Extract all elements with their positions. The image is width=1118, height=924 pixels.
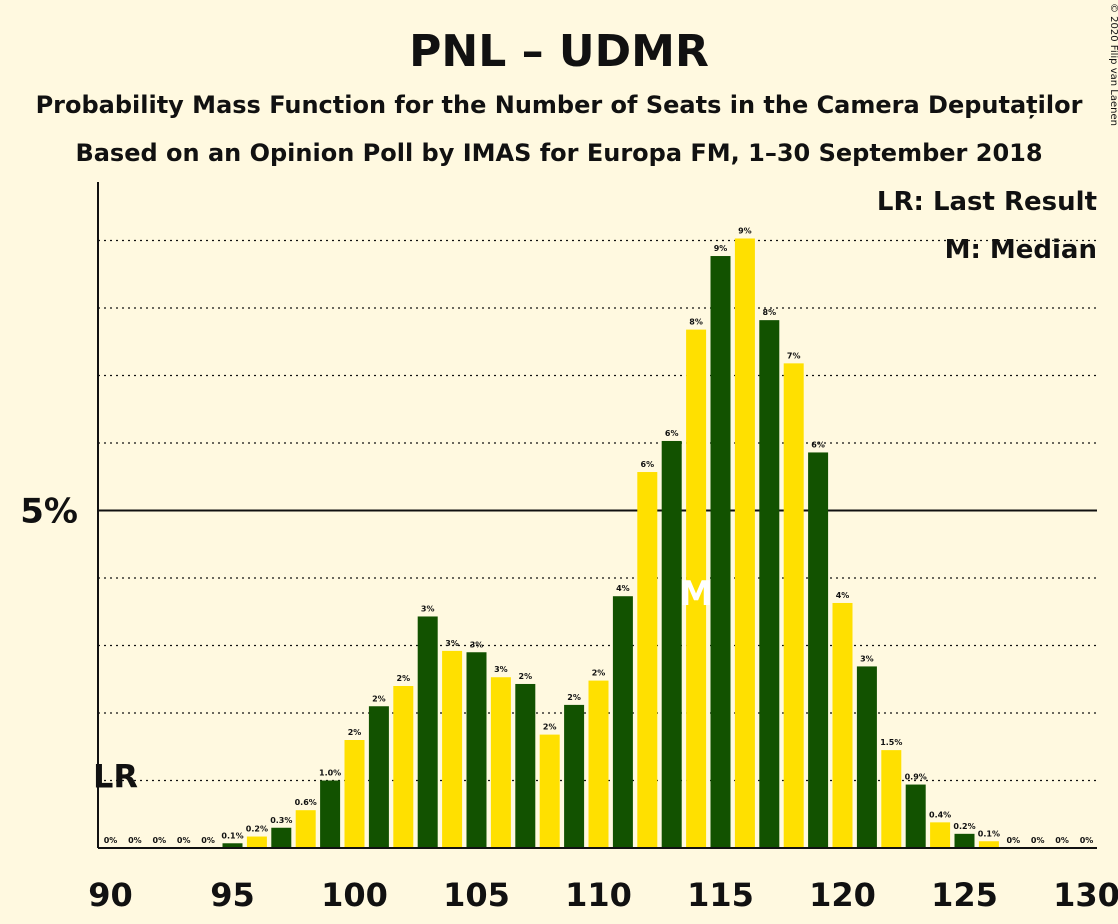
chart-subtitle-2: Based on an Opinion Poll by IMAS for Eur…	[75, 139, 1042, 167]
bar-value-labels: 0% 0% 0% 0% 0%0.1%0.2%0.3%0.6%1.0%2%2%2%3%3%…	[104, 226, 1094, 845]
bar-value-label: 3%	[860, 654, 874, 663]
bar	[856, 666, 877, 848]
bar-value-label: 4%	[616, 584, 630, 593]
bar-value-label: 0.3%	[270, 816, 292, 825]
bar-value-label: 2%	[397, 674, 411, 683]
legend-median: M: Median	[945, 235, 1097, 265]
median-marker: M	[679, 574, 713, 614]
x-tick-label: 115	[687, 876, 754, 914]
bar-value-label: 2%	[543, 723, 557, 732]
bar	[222, 843, 243, 848]
bar-value-label: 2%	[567, 693, 581, 702]
bar-value-label: 0%	[201, 836, 215, 845]
x-tick-label: 130	[1053, 876, 1118, 914]
bar-value-label: 6%	[665, 429, 679, 438]
last-result-marker: LR	[93, 758, 138, 796]
bar	[710, 256, 731, 848]
bar	[759, 320, 780, 848]
bar-value-label: 0%	[177, 836, 191, 845]
bar	[954, 833, 975, 848]
x-tick-label: 95	[210, 876, 255, 914]
x-axis-ticks: 90 95 100 105 110 115 120 125 130	[88, 876, 1118, 914]
bar-value-label: 9%	[738, 226, 752, 235]
bar	[539, 734, 560, 848]
x-tick-label: 105	[443, 876, 510, 914]
bar	[881, 750, 902, 848]
bar-value-label: 1.0%	[319, 769, 341, 778]
bar-value-label: 3%	[494, 665, 508, 674]
bar	[246, 836, 267, 848]
bar	[637, 472, 658, 848]
chart-subtitle-1: Probability Mass Function for the Number…	[36, 91, 1083, 119]
bar-value-label: 0%	[128, 836, 142, 845]
bar	[320, 780, 341, 848]
bar	[783, 363, 804, 848]
bar-value-label: 8%	[763, 308, 777, 317]
bar-value-label: 0%	[104, 836, 118, 845]
x-tick-label: 110	[565, 876, 632, 914]
bar	[978, 841, 999, 848]
x-tick-label: 90	[88, 876, 133, 914]
bar-value-label: 2%	[519, 672, 533, 681]
bar-value-label: 2%	[592, 669, 606, 678]
bar	[344, 740, 365, 848]
bar	[612, 596, 633, 848]
x-tick-label: 100	[321, 876, 388, 914]
bar	[905, 784, 926, 848]
bar-value-label: 0%	[1080, 836, 1094, 845]
bar-value-label: 6%	[811, 440, 825, 449]
bar	[661, 440, 682, 848]
bar	[832, 602, 853, 848]
copyright-note: © 2020 Filip van Laenen	[1108, 3, 1118, 126]
bar-value-label: 0.2%	[953, 822, 975, 831]
bar	[686, 329, 707, 849]
bar-value-label: 7%	[787, 351, 801, 360]
bar-value-label: 4%	[836, 591, 850, 600]
x-tick-label: 125	[931, 876, 998, 914]
x-tick-label: 120	[809, 876, 876, 914]
chart-title: PNL – UDMR	[409, 26, 709, 77]
bar	[490, 677, 511, 848]
bar	[515, 683, 536, 848]
bar-value-label: 6%	[641, 460, 655, 469]
bar	[734, 238, 755, 849]
bar-value-label: 3%	[470, 640, 484, 649]
bar-value-label: 0.9%	[905, 773, 927, 782]
bar	[368, 706, 389, 848]
bar-value-label: 3%	[445, 639, 459, 648]
bar	[930, 822, 951, 848]
bar	[588, 680, 609, 848]
bar	[271, 827, 292, 848]
bar-value-label: 3%	[421, 604, 435, 613]
y-tick-label: 5%	[20, 492, 78, 532]
bar	[417, 616, 438, 848]
legend-last-result: LR: Last Result	[877, 187, 1097, 217]
bar-value-label: 0.1%	[221, 831, 243, 840]
bar-value-label: 1.5%	[880, 738, 902, 747]
bar-value-label: 0.2%	[246, 825, 268, 834]
bars	[222, 238, 999, 849]
bar	[466, 652, 487, 848]
bar-value-label: 2%	[372, 694, 386, 703]
bar-value-label: 0%	[153, 836, 167, 845]
bar-value-label: 2%	[348, 728, 362, 737]
bar-value-label: 0.1%	[978, 829, 1000, 838]
bar-value-label: 0.4%	[929, 810, 951, 819]
bar	[295, 810, 316, 848]
bar-value-label: 0%	[1031, 836, 1045, 845]
bar-value-label: 8%	[689, 318, 703, 327]
bar-value-label: 0.6%	[295, 798, 317, 807]
bar	[808, 452, 829, 848]
bar-value-label: 0%	[1055, 836, 1069, 845]
bar	[393, 686, 414, 848]
bar-value-label: 9%	[714, 244, 728, 253]
bar	[564, 704, 585, 848]
bar-value-label: 0%	[1007, 836, 1021, 845]
bar	[442, 650, 463, 848]
